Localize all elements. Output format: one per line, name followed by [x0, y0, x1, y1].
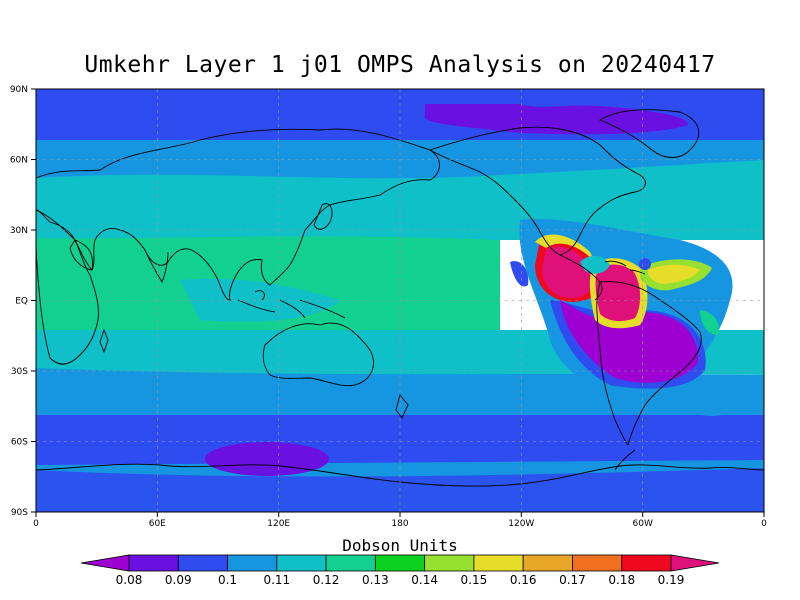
coastlines [36, 109, 764, 487]
colorbar-label: 0.15 [461, 573, 488, 587]
lat-label-90s: 90S [11, 508, 28, 518]
colorbar-label: 0.12 [313, 573, 340, 587]
lon-label-0-left: 0 [33, 519, 39, 529]
colorbar-label: 0.09 [165, 573, 192, 587]
colorbar-label: 0.18 [608, 573, 635, 587]
colorbar-label: 0.14 [411, 573, 438, 587]
lat-axis: 90N 60N 30N EQ 30S 60S 90S [10, 85, 36, 518]
lat-label-30n: 30N [10, 226, 28, 236]
lon-label-120w: 120W [508, 519, 534, 529]
colorbar-label: 0.13 [362, 573, 389, 587]
lat-label-30s: 30S [11, 367, 28, 377]
lat-label-90n: 90N [10, 85, 28, 95]
anomaly-americas [510, 219, 740, 416]
lat-label-eq: EQ [15, 297, 28, 307]
colorbar-segment [276, 554, 327, 572]
colorbar-segment [325, 554, 376, 572]
colorbar-segment [572, 554, 623, 572]
colorbar-segment [374, 554, 426, 572]
graticule [36, 89, 764, 512]
colorbar: 0.08 0.09 0.1 0.11 0.12 0.13 0.14 0.15 0.16 0.17 0… [80, 554, 720, 587]
lon-label-120e: 120E [267, 519, 290, 529]
colorbar-segment [473, 554, 524, 572]
colorbar-segment [177, 554, 228, 572]
colorbar-segment [522, 554, 573, 572]
colorbar-segment [424, 554, 475, 572]
colorbar-segment [227, 554, 278, 572]
lat-label-60s: 60S [11, 438, 28, 448]
colorbar-segment [128, 554, 179, 572]
lon-label-60e: 60E [149, 519, 166, 529]
colorbar-label: 0.16 [510, 573, 537, 587]
colorbar-segment [621, 554, 672, 572]
band-north-sub [36, 160, 764, 240]
colorbar-high-triangle [670, 554, 720, 572]
colorbar-label: 0.19 [658, 573, 685, 587]
colorbar-label: 0.17 [559, 573, 586, 587]
colorbar-label: 0.1 [218, 573, 237, 587]
lat-label-60n: 60N [10, 156, 28, 166]
colorbar-label: 0.08 [116, 573, 143, 587]
lon-label-60w: 60W [633, 519, 653, 529]
low-antarctic [205, 442, 329, 476]
lon-label-180: 180 [391, 519, 408, 529]
colorbar-title: Dobson Units [342, 536, 458, 555]
map-title: Umkehr Layer 1 j01 OMPS Analysis on 2024… [84, 52, 716, 78]
colorbar-low-triangle [80, 554, 130, 572]
lon-label-0-right: 0 [761, 519, 767, 529]
colorbar-label: 0.11 [263, 573, 290, 587]
lon-axis: 0 60E 120E 180 120W 60W 0 [33, 512, 767, 529]
